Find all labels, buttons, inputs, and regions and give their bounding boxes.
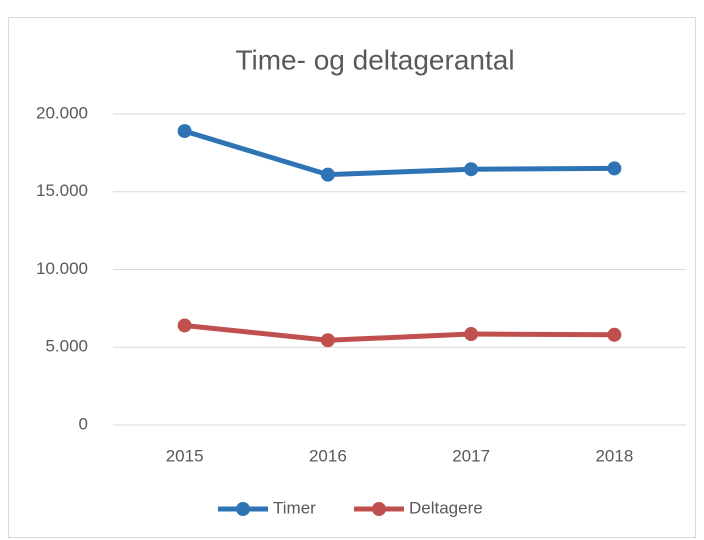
y-tick-label: 10.000 <box>36 259 88 278</box>
legend-label: Timer <box>273 498 316 517</box>
data-point <box>320 333 335 348</box>
chart-border <box>8 17 696 538</box>
y-tick-label: 5.000 <box>45 337 88 356</box>
y-tick-label: 0 <box>79 414 88 433</box>
y-tick-label: 15.000 <box>36 181 88 200</box>
series-line <box>182 128 617 178</box>
x-tick-label: 2017 <box>452 446 490 465</box>
y-tick-label: 20.000 <box>36 103 88 122</box>
legend-marker <box>236 502 250 516</box>
data-point <box>607 161 622 176</box>
x-tick-label: 2015 <box>166 446 204 465</box>
data-point <box>464 327 479 342</box>
chart-title: Time- og deltagerantal <box>235 44 514 75</box>
data-point <box>177 318 192 333</box>
data-point <box>177 124 192 139</box>
x-tick-label: 2018 <box>595 446 633 465</box>
legend-label: Deltagere <box>409 498 483 517</box>
data-point <box>320 167 335 182</box>
series-line <box>182 322 617 343</box>
x-tick-label: 2016 <box>309 446 347 465</box>
legend-marker <box>372 502 386 516</box>
data-point <box>464 162 479 177</box>
data-point <box>607 327 622 342</box>
